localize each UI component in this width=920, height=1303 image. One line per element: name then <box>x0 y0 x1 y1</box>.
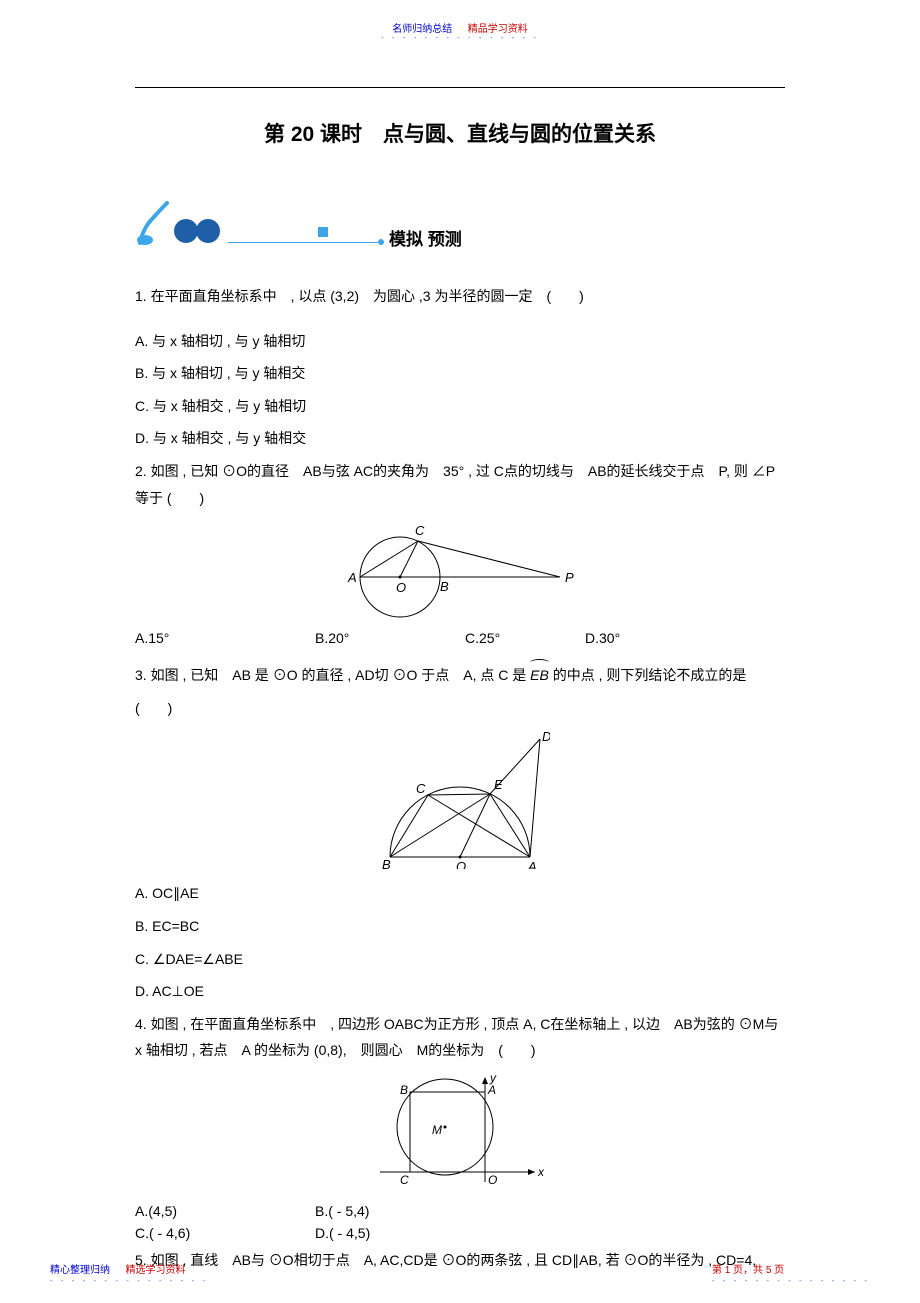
svg-text:O: O <box>488 1173 497 1187</box>
q3-option-b: B. EC=BC <box>135 913 785 940</box>
svg-text:D: D <box>542 729 550 744</box>
svg-text:A: A <box>527 859 537 869</box>
footer-dots-right: - - - - - - - - - - - - - - - <box>712 1276 870 1285</box>
page-header: 名师归纳总结 精品学习资料 - - - - - - - - - - - - - … <box>0 0 920 42</box>
q3-option-c: C. ∠DAE=∠ABE <box>135 946 785 973</box>
footer-page-number: 第 1 页，共 5 页 <box>712 1261 870 1276</box>
q3-arc: EB <box>530 662 549 689</box>
svg-text:B: B <box>440 579 449 594</box>
q3-paren: ( ) <box>135 695 785 722</box>
section-header: 模拟 预测 <box>135 198 785 248</box>
q1-option-a: A. 与 x 轴相切 , 与 y 轴相切 <box>135 328 785 355</box>
svg-text:M: M <box>432 1123 442 1137</box>
q1-option-d: D. 与 x 轴相交 , 与 y 轴相交 <box>135 425 785 452</box>
svg-text:P: P <box>565 570 574 585</box>
footer-dots-left: - - - - - - - - - - - - - - - <box>50 1276 208 1285</box>
q2-option-a: A.15° <box>135 630 315 646</box>
q2-option-b: B.20° <box>315 630 465 646</box>
q3-stem-after: 的中点 , 则下列结论不成立的是 <box>549 667 747 683</box>
svg-text:E: E <box>494 777 503 792</box>
small-square <box>318 227 328 237</box>
svg-text:O: O <box>396 580 406 595</box>
q4-figure: B A C O x y M <box>135 1072 785 1195</box>
svg-text:C: C <box>416 781 426 796</box>
brush-icon <box>135 198 175 248</box>
q1-stem: 1. 在平面直角坐标系中 , 以点 (3,2) 为圆心 ,3 为半径的圆一定 (… <box>135 283 785 310</box>
q3-figure: B O A C E D <box>135 729 785 872</box>
q1-option-b: B. 与 x 轴相切 , 与 y 轴相交 <box>135 360 785 387</box>
svg-text:A: A <box>347 570 357 585</box>
q3-stem: 3. 如图 , 已知 AB 是 ⊙O 的直径 , AD切 ⊙O 于点 A, 点 … <box>135 662 785 689</box>
dot-marker <box>378 239 384 245</box>
footer-right-wrap: 第 1 页，共 5 页 - - - - - - - - - - - - - - … <box>712 1261 870 1285</box>
q2-options: A.15° B.20° C.25° D.30° <box>135 630 785 646</box>
q4-options-1: A.(4,5) B.( - 5,4) <box>135 1203 785 1219</box>
svg-text:C: C <box>415 523 425 538</box>
section-label: 模拟 预测 <box>389 225 462 250</box>
q4-option-a: A.(4,5) <box>135 1203 315 1219</box>
q4-stem: 4. 如图 , 在平面直角坐标系中 , 四边形 OABC为正方形 , 顶点 A,… <box>135 1011 785 1064</box>
q3-stem-before: 3. 如图 , 已知 AB 是 ⊙O 的直径 , AD切 ⊙O 于点 A, 点 … <box>135 667 530 683</box>
footer-left-1: 精心整理归纳 <box>50 1265 110 1276</box>
q4-option-b: B.( - 5,4) <box>315 1203 369 1219</box>
q2-figure: A B O C P <box>135 519 785 622</box>
footer-left-2: 精选学习资料 <box>126 1265 186 1276</box>
svg-text:B: B <box>400 1083 408 1097</box>
header-dots: - - - - - - - - - - - - - - - <box>0 33 920 42</box>
svg-text:y: y <box>489 1072 497 1085</box>
svg-text:B: B <box>382 857 391 869</box>
circles-icon <box>173 218 228 244</box>
q2-option-c: C.25° <box>465 630 585 646</box>
q4-option-c: C.( - 4,6) <box>135 1225 315 1241</box>
q2-option-d: D.30° <box>585 630 620 646</box>
q3-option-a: A. OC∥AE <box>135 880 785 907</box>
q4-options-2: C.( - 4,6) D.( - 4,5) <box>135 1225 785 1241</box>
page-footer: 精心整理归纳 精选学习资料 - - - - - - - - - - - - - … <box>0 1261 920 1285</box>
svg-text:O: O <box>456 859 466 869</box>
top-divider <box>135 87 785 88</box>
q4-option-d: D.( - 4,5) <box>315 1225 370 1241</box>
footer-left: 精心整理归纳 精选学习资料 - - - - - - - - - - - - - … <box>50 1261 208 1285</box>
q3-option-d: D. AC⊥OE <box>135 978 785 1005</box>
section-line <box>228 242 378 243</box>
q1-option-c: C. 与 x 轴相交 , 与 y 轴相切 <box>135 393 785 420</box>
lesson-title: 第 20 课时 点与圆、直线与圆的位置关系 <box>135 118 785 148</box>
svg-text:C: C <box>400 1173 409 1187</box>
svg-text:x: x <box>537 1165 545 1179</box>
q2-stem: 2. 如图 , 已知 ⊙O的直径 AB与弦 AC的夹角为 35° , 过 C点的… <box>135 458 785 511</box>
svg-text:A: A <box>487 1083 496 1097</box>
